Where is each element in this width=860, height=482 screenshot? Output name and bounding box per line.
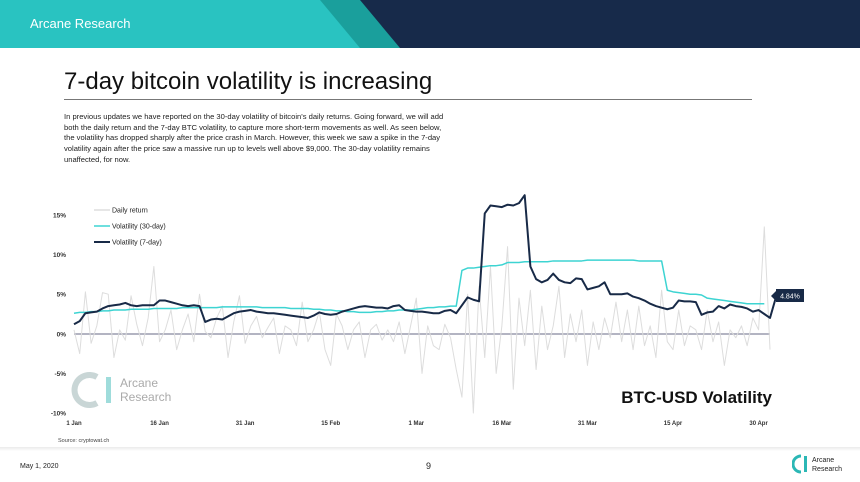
legend-label: Volatility (7-day)	[112, 240, 162, 247]
x-tick-label: 1 Mar	[408, 421, 424, 427]
y-tick-label: -5%	[54, 371, 66, 378]
y-tick-label: -10%	[51, 411, 66, 418]
footer-date: May 1, 2020	[20, 463, 59, 470]
series-line-daily-return	[73, 226, 771, 414]
y-tick-label: 15%	[53, 213, 66, 220]
volatility-chart: Arcane Research 15% 10% 5% 0% -5% -10% 1 Jan 1…	[51, 194, 804, 427]
x-tick-label: 31 Mar	[578, 421, 598, 427]
end-value-label: 4.84%	[771, 289, 804, 302]
y-tick-label: 0%	[57, 331, 67, 338]
watermark-logo-icon	[71, 372, 111, 408]
page-number: 9	[426, 461, 432, 471]
footer-logo: Arcane Research	[792, 454, 842, 474]
end-label-box	[776, 289, 804, 302]
x-tick-label: 15 Feb	[321, 421, 340, 427]
footer-logo-icon	[792, 454, 807, 474]
legend-label: Daily return	[112, 208, 148, 215]
x-tick-label: 1 Jan	[66, 421, 82, 427]
header-banner	[0, 0, 860, 48]
source-note: Source: cryptowat.ch	[58, 438, 110, 444]
x-tick-label: 31 Jan	[236, 421, 255, 427]
intro-paragraph: In previous updates we have reported on …	[64, 112, 444, 164]
legend-label: Volatility (30-day)	[112, 224, 166, 231]
footer-divider	[0, 447, 860, 451]
end-label-pointer	[771, 291, 776, 301]
chart-title: BTC-USD Volatility	[621, 388, 772, 407]
series-line-volatility-30-day	[73, 259, 765, 314]
watermark-line2: Research	[120, 390, 171, 404]
x-tick-label: 30 Apr	[749, 421, 768, 427]
watermark: Arcane Research	[71, 372, 171, 408]
footer-logo-line1: Arcane	[812, 457, 834, 464]
x-tick-label: 16 Jan	[150, 421, 169, 427]
series-line-volatility-7-day	[73, 194, 782, 326]
y-tick-label: 5%	[57, 292, 67, 299]
header-brand: Arcane Research	[30, 16, 131, 31]
title-divider	[64, 99, 752, 100]
watermark-line1: Arcane	[120, 376, 158, 390]
footer-logo-line2: Research	[812, 466, 842, 473]
y-tick-label: 10%	[53, 252, 66, 259]
x-tick-label: 16 Mar	[492, 421, 512, 427]
banner-teal-band	[0, 0, 360, 48]
x-tick-label: 15 Apr	[664, 421, 683, 427]
end-label-text: 4.84%	[780, 294, 800, 301]
slide-title: 7-day bitcoin volatility is increasing	[64, 68, 433, 95]
